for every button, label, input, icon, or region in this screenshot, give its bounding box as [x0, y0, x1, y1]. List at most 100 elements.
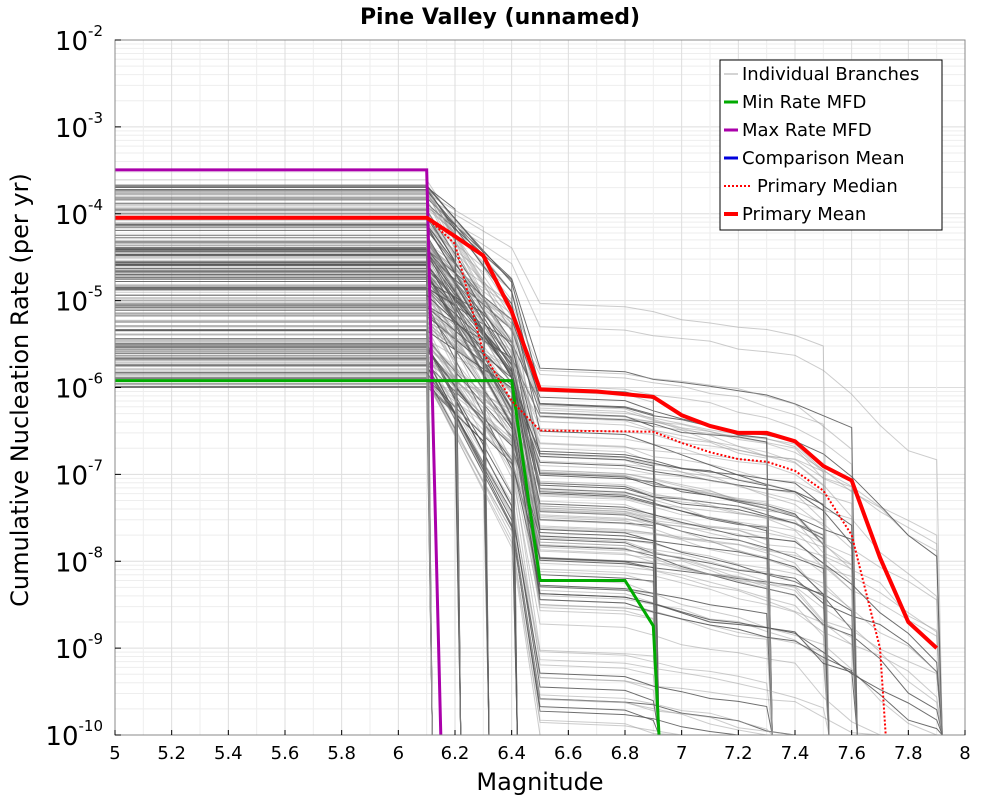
- branch-line: [115, 241, 943, 736]
- y-tick-exponent: -10: [79, 717, 104, 735]
- y-tick-label: 10-10: [45, 717, 103, 752]
- y-tick-label: 10-7: [55, 456, 103, 491]
- branch-line: [115, 346, 943, 736]
- y-tick-base: 10: [55, 114, 88, 144]
- branch-line: [115, 192, 858, 736]
- branch-line: [115, 190, 943, 736]
- branch-line: [115, 320, 830, 736]
- x-tick-label: 8: [959, 743, 970, 764]
- branch-line: [115, 341, 858, 736]
- branch-line: [115, 271, 943, 736]
- x-tick-label: 7: [676, 743, 687, 764]
- branch-line: [115, 204, 858, 736]
- x-tick-label: 5: [109, 743, 120, 764]
- branch-line: [115, 273, 943, 736]
- branch-line: [115, 307, 858, 736]
- branch-line: [115, 340, 518, 736]
- y-tick-base: 10: [55, 288, 88, 318]
- x-tick-label: 7.6: [837, 743, 866, 764]
- branch-line: [115, 380, 660, 736]
- branch-line: [115, 347, 773, 736]
- branch-line: [115, 379, 829, 736]
- series-primary-median: [115, 216, 887, 736]
- legend-label: Primary Median: [757, 176, 898, 197]
- y-axis-ticks: 10-210-310-410-510-610-710-810-910-10: [45, 22, 121, 752]
- branch-line: [115, 189, 830, 736]
- y-tick-label: 10-9: [55, 630, 103, 665]
- series-primary-mean: [115, 215, 939, 650]
- branch-line: [115, 263, 773, 736]
- branch-line: [115, 306, 660, 736]
- y-tick-exponent: -5: [88, 283, 103, 301]
- branch-line: [115, 222, 943, 736]
- branch-line: [115, 189, 830, 736]
- x-axis-ticks: 5 5.2 5.4 5.6 5.8 6 6.2 6.4 6.6 6.8 7 7.2 7.4 7.6 7.8 8: [109, 730, 971, 764]
- x-tick-label: 7.4: [781, 743, 810, 764]
- branch-line: [115, 380, 830, 736]
- y-tick-label: 10-4: [55, 196, 103, 231]
- y-tick-label: 10-2: [55, 22, 103, 57]
- y-tick-label: 10-3: [55, 109, 103, 144]
- branch-line: [115, 241, 773, 736]
- y-tick-base: 10: [55, 201, 88, 231]
- branch-line: [115, 357, 773, 736]
- branch-line: [115, 206, 943, 736]
- y-tick-base: 10: [55, 635, 88, 665]
- y-tick-exponent: -6: [88, 370, 103, 388]
- branch-line: [115, 294, 490, 736]
- branch-line: [115, 192, 943, 736]
- x-tick-label: 6.8: [611, 743, 640, 764]
- y-tick-label: 10-5: [55, 283, 103, 318]
- branch-line: [115, 339, 858, 736]
- legend-box: [719, 59, 943, 231]
- branch-line: [115, 246, 660, 736]
- legend-label: Primary Mean: [742, 204, 866, 225]
- y-tick-label: 10-8: [55, 543, 103, 578]
- branch-line: [115, 360, 830, 736]
- branch-line: [115, 268, 830, 736]
- y-tick-base: 10: [55, 375, 88, 405]
- branch-line: [115, 248, 858, 736]
- branch-line: [115, 289, 830, 736]
- y-tick-exponent: -4: [88, 196, 103, 214]
- x-tick-label: 7.2: [724, 743, 753, 764]
- branch-line: [115, 242, 858, 736]
- branch-line: [115, 224, 830, 736]
- branch-line: [115, 237, 858, 736]
- branch-line: [115, 287, 660, 736]
- branch-line: [115, 372, 462, 736]
- y-tick-exponent: -9: [88, 630, 103, 648]
- x-tick-label: 6.2: [441, 743, 470, 764]
- legend-label: Min Rate MFD: [742, 92, 866, 113]
- y-tick-base: 10: [55, 27, 88, 57]
- y-tick-exponent: -8: [88, 543, 103, 561]
- branch-line: [115, 186, 773, 736]
- branch-line: [115, 234, 518, 736]
- x-axis-label: Magnitude: [476, 768, 603, 796]
- legend-label: Individual Branches: [742, 64, 919, 85]
- branch-line: [115, 197, 830, 736]
- y-tick-exponent: -7: [88, 456, 103, 474]
- series-max-rate-mfd: [115, 168, 443, 736]
- branch-line: [115, 378, 660, 736]
- x-tick-label: 5.4: [214, 743, 243, 764]
- branch-line: [115, 185, 830, 736]
- branch-line: [115, 352, 773, 736]
- x-tick-label: 6: [393, 743, 404, 764]
- branch-line: [115, 257, 830, 736]
- x-tick-label: 6.4: [497, 743, 526, 764]
- x-tick-label: 6.6: [554, 743, 583, 764]
- y-tick-exponent: -2: [88, 22, 103, 40]
- x-tick-label: 7.8: [894, 743, 923, 764]
- legend: Individual Branches Min Rate MFD Max Rate …: [719, 59, 943, 231]
- branch-line: [115, 362, 858, 736]
- x-tick-label: 5.6: [271, 743, 300, 764]
- branch-line: [115, 359, 830, 736]
- y-tick-base: 10: [55, 548, 88, 578]
- branch-line: [115, 338, 858, 736]
- branch-line: [115, 309, 660, 736]
- series-lines: [115, 168, 939, 736]
- y-axis-label: Cumulative Nucleation Rate (per yr): [6, 173, 34, 607]
- y-tick-base: 10: [55, 461, 88, 491]
